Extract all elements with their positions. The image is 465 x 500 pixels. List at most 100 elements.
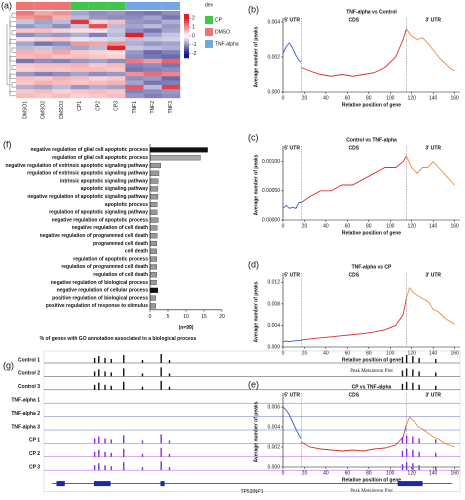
track-peak — [412, 356, 414, 363]
panel-label: (f) — [3, 139, 12, 149]
heat-cell — [161, 11, 181, 16]
heat-cell — [34, 54, 53, 60]
heat-cell — [107, 63, 126, 68]
track-peak — [401, 357, 404, 363]
heat-cell — [107, 15, 126, 20]
column-label: TNF2 — [150, 101, 156, 114]
heat-cell — [52, 71, 71, 77]
x-tick-label: 20 — [302, 470, 308, 476]
heat-cell — [88, 41, 108, 46]
legend-label: DMSO — [215, 29, 230, 35]
heat-cell — [88, 28, 108, 33]
heat-cell — [88, 19, 108, 25]
category-label: negative regulation of extrinsic apoptot… — [5, 163, 148, 169]
heat-cell — [34, 58, 53, 64]
gene-exon — [160, 481, 165, 487]
heat-cell — [161, 84, 181, 90]
heat-cell — [161, 58, 181, 64]
panel-label: (g) — [3, 360, 14, 370]
y-tick-label: 0.00050 — [262, 188, 280, 194]
bar — [149, 287, 159, 293]
heat-cell — [125, 50, 144, 55]
track-peak — [435, 359, 437, 363]
browser-frame — [43, 350, 461, 492]
heat-cell — [52, 89, 71, 94]
colorbar-step — [184, 18, 189, 21]
region-label: 5' UTR — [284, 272, 300, 278]
colorbar-label: -1 — [192, 42, 197, 48]
category-label: negative regulation of apoptotic process — [52, 217, 149, 223]
heat-cell — [70, 28, 90, 33]
bar — [149, 233, 158, 239]
colorbar-step — [184, 25, 189, 28]
heat-cell — [161, 54, 181, 60]
x-tick-label: 60 — [345, 223, 351, 229]
heat-cell — [125, 41, 144, 46]
heat-cell — [88, 37, 108, 42]
line-series — [282, 340, 302, 343]
category-label: regulation of extrinsic apoptotic signal… — [27, 171, 148, 177]
colorbar-step — [184, 20, 189, 24]
heat-cell — [16, 89, 35, 94]
heat-cell — [125, 45, 144, 51]
heat-cell — [52, 54, 71, 60]
heat-cell — [52, 58, 71, 64]
track-peak — [104, 438, 106, 444]
track-peak — [168, 467, 171, 471]
track-label: Control 1 — [18, 357, 40, 363]
heat-cell — [88, 58, 108, 64]
heat-cell — [16, 37, 35, 42]
heat-cell — [88, 32, 108, 38]
track-peak — [98, 449, 100, 457]
heat-cell — [88, 50, 108, 55]
heat-cell — [143, 19, 162, 25]
group-bar — [70, 2, 89, 10]
x-tick-label: 120 — [408, 350, 417, 356]
heat-cell — [16, 32, 35, 38]
heat-cell — [16, 71, 35, 77]
x-tick-label: 100 — [386, 350, 395, 356]
heat-cell — [161, 71, 181, 77]
bar — [149, 256, 157, 262]
region-label: CDS — [349, 17, 360, 23]
track-peak — [168, 373, 171, 377]
colorbar-step — [184, 55, 189, 59]
x-tick-label: 0 — [282, 470, 285, 476]
x-tick-label: 20 — [302, 350, 308, 356]
heat-cell — [16, 28, 35, 33]
colorbar-label: 0 — [192, 33, 195, 39]
track-peak — [123, 381, 125, 390]
panel-label: (e) — [248, 379, 259, 389]
heat-cell — [143, 28, 162, 33]
heat-cell — [143, 37, 162, 42]
track-peak — [168, 440, 171, 444]
heat-cell — [161, 89, 181, 94]
panel-label: (c) — [248, 132, 259, 142]
heat-cell — [161, 67, 181, 73]
heat-cell — [125, 19, 144, 25]
x-tick-label: 60 — [345, 350, 351, 356]
track-peak — [93, 465, 96, 471]
heat-cell — [107, 54, 126, 60]
heat-cell — [125, 93, 144, 99]
heat-cell — [125, 84, 144, 90]
track-peak — [435, 452, 437, 457]
heat-cell — [107, 93, 126, 99]
heat-cell — [70, 76, 90, 81]
heat-cell — [107, 67, 126, 73]
x-tick-label: 20 — [302, 223, 308, 229]
heat-cell — [107, 19, 126, 25]
x-tick-label: 40 — [323, 223, 329, 229]
bar — [149, 272, 157, 278]
heat-cell — [16, 41, 35, 46]
heat-cell — [143, 32, 162, 38]
y-axis-label: Average number of peaks — [253, 154, 259, 215]
heat-cell — [34, 19, 53, 25]
heat-cell — [161, 80, 181, 86]
track-peak — [93, 451, 96, 457]
track-label: TNF-alpha 2 — [11, 411, 40, 417]
x-tick-label: 80 — [366, 95, 372, 101]
heat-cell — [70, 84, 90, 90]
heat-cell — [125, 71, 144, 77]
heat-cell — [88, 11, 108, 16]
